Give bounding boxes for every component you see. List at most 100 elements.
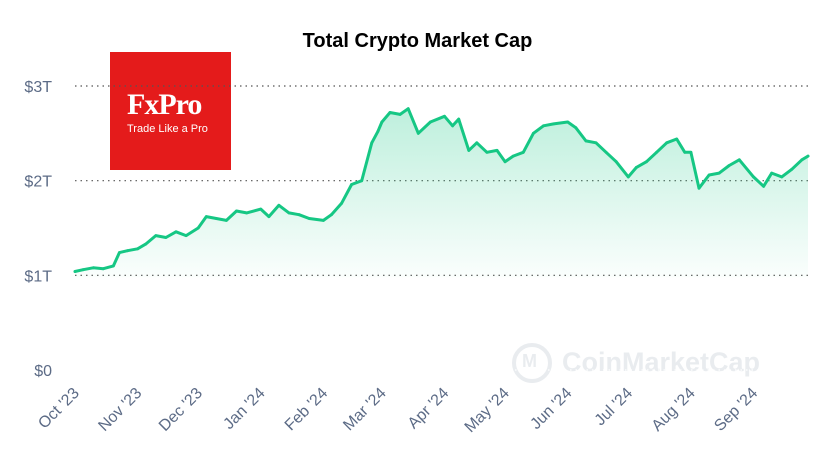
data-point	[380, 120, 384, 124]
data-point	[184, 234, 188, 238]
data-point	[164, 236, 168, 239]
data-point	[101, 267, 105, 271]
y-axis: $0 $1T $2T $3T	[24, 79, 52, 380]
data-point	[370, 141, 374, 145]
x-tick-label: Jul '24	[592, 385, 636, 429]
x-tick-label: Jan '24	[220, 385, 268, 433]
data-point	[388, 111, 392, 114]
chart-title: Total Crypto Market Cap	[302, 30, 533, 52]
data-point	[235, 209, 238, 213]
data-point	[204, 215, 208, 219]
data-point	[330, 213, 333, 217]
data-point	[174, 230, 178, 234]
data-point	[322, 219, 325, 222]
data-point	[91, 266, 95, 270]
data-point	[604, 150, 608, 154]
data-point	[532, 131, 535, 135]
data-point	[697, 186, 701, 190]
data-point	[707, 173, 711, 177]
data-point	[511, 154, 515, 158]
data-point	[457, 117, 461, 121]
data-point	[806, 154, 810, 158]
x-tick-label: Feb '24	[282, 385, 331, 434]
data-point	[495, 149, 499, 152]
x-tick-label: Sep '24	[711, 385, 761, 435]
data-point	[566, 120, 570, 124]
x-tick-label: Nov '23	[95, 385, 145, 435]
data-point	[196, 226, 200, 230]
data-point	[542, 124, 545, 128]
data-point	[214, 217, 218, 220]
market-cap-area	[75, 108, 808, 278]
data-point	[398, 113, 402, 116]
data-point	[574, 126, 578, 130]
data-point	[118, 251, 121, 255]
data-point	[675, 137, 679, 141]
data-point	[259, 207, 263, 211]
data-point	[287, 211, 291, 215]
data-point	[350, 183, 353, 186]
data-point	[552, 122, 555, 126]
data-point	[737, 158, 741, 162]
x-tick-label: Mar '24	[340, 385, 389, 434]
data-point	[416, 131, 420, 135]
data-point	[154, 234, 158, 238]
data-point	[665, 141, 669, 145]
y-tick-label: $1T	[24, 268, 52, 285]
data-point	[112, 264, 115, 268]
data-point	[594, 141, 598, 145]
y-tick-label: $0	[34, 363, 52, 380]
data-point	[645, 160, 648, 164]
data-point	[406, 107, 410, 111]
x-tick-label: Oct '23	[35, 385, 83, 433]
x-tick-label: May '24	[462, 385, 513, 436]
data-point	[521, 150, 525, 154]
data-point	[780, 175, 784, 179]
coinmarketcap-watermark: M CoinMarketCap	[512, 343, 812, 383]
x-tick-label: Jun '24	[527, 385, 575, 433]
data-point	[277, 203, 281, 207]
x-axis: Oct '23 Nov '23 Dec '23 Jan '24 Feb '24 Mar '…	[35, 385, 761, 436]
data-point	[267, 215, 271, 219]
data-point	[73, 270, 77, 273]
data-point	[752, 175, 755, 179]
data-point	[467, 149, 471, 152]
data-point	[443, 114, 446, 118]
data-point	[683, 150, 687, 154]
data-point	[297, 213, 301, 217]
data-point	[475, 141, 479, 145]
fxpro-logo: FxPro Trade Like a Pro	[110, 52, 231, 170]
data-point	[245, 211, 249, 215]
data-point	[800, 158, 804, 162]
x-tick-label: Aug '24	[649, 385, 699, 435]
data-point	[429, 120, 432, 124]
data-point	[81, 268, 85, 272]
data-point	[635, 166, 638, 169]
data-point	[503, 160, 507, 164]
y-tick-label: $3T	[24, 79, 52, 96]
data-point	[689, 150, 693, 154]
data-point	[717, 171, 721, 175]
data-point	[655, 150, 658, 154]
data-point	[614, 160, 618, 164]
data-point	[307, 217, 311, 220]
data-point	[360, 179, 364, 183]
data-point	[584, 139, 588, 143]
data-point	[340, 202, 343, 205]
data-point	[451, 124, 454, 128]
data-point	[762, 184, 765, 188]
data-point	[770, 171, 774, 175]
data-points	[73, 107, 810, 273]
y-tick-label: $2T	[24, 174, 52, 191]
data-point	[790, 167, 794, 171]
data-point	[144, 242, 148, 246]
data-point	[727, 164, 731, 167]
data-point	[376, 130, 380, 133]
data-point	[136, 247, 140, 251]
x-tick-label: Dec '23	[156, 385, 206, 435]
x-tick-label: Apr '24	[405, 385, 453, 433]
data-point	[225, 219, 228, 222]
data-point	[126, 249, 129, 253]
data-point	[485, 150, 489, 154]
